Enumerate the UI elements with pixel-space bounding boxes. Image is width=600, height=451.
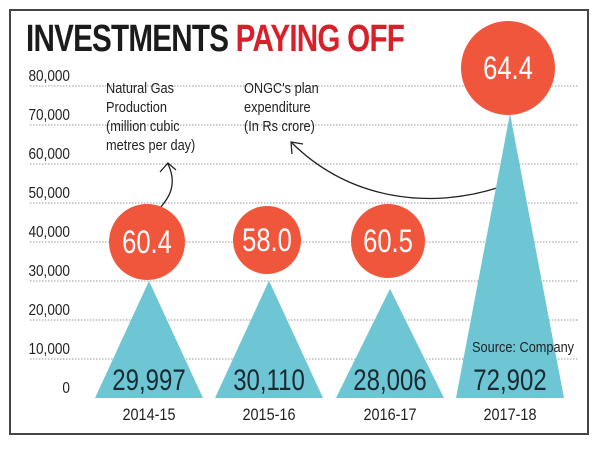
y-tick-label: 10,000 xyxy=(28,341,70,358)
gas-production-circle xyxy=(109,204,185,280)
source-note: Source: Company xyxy=(471,339,574,356)
gas-value-label: 60.4 xyxy=(122,225,172,260)
y-tick-label: 30,000 xyxy=(28,263,70,280)
y-tick-label: 80,000 xyxy=(28,68,70,85)
gas-value-label: 58.0 xyxy=(242,223,292,258)
y-tick-label: 0 xyxy=(62,380,70,397)
gas-value-label: 64.4 xyxy=(483,51,533,86)
x-category-label: 2016-17 xyxy=(364,406,417,424)
x-category-label: 2017-18 xyxy=(484,406,537,424)
y-tick-label: 40,000 xyxy=(28,224,70,241)
expenditure-annotation-line: ONGC's plan xyxy=(244,80,319,97)
arrowhead-icon xyxy=(159,162,177,173)
expenditure-annotation-line: expenditure xyxy=(244,99,311,116)
gas-annotation-line: Production xyxy=(106,99,167,116)
gas-production-circle xyxy=(233,206,301,274)
expenditure-annotation: ONGC's plan expenditure (In Rs crore) xyxy=(244,79,319,136)
y-tick-label: 50,000 xyxy=(28,185,70,202)
title-part-1: INVESTMENTS xyxy=(26,18,229,60)
expenditure-triangle xyxy=(336,288,444,398)
expenditure-triangle xyxy=(95,281,203,398)
expenditure-triangle xyxy=(215,280,323,398)
gas-annotation-line: metres per day) xyxy=(106,137,196,154)
gas-value-label: 60.5 xyxy=(363,224,413,259)
y-tick-label: 70,000 xyxy=(28,107,70,124)
x-category-label: 2014-15 xyxy=(123,406,176,424)
expenditure-value-label: 30,110 xyxy=(233,362,305,396)
chart-title: INVESTMENTS PAYING OFF xyxy=(26,18,405,61)
y-tick-label: 20,000 xyxy=(28,302,70,319)
title-part-2: PAYING OFF xyxy=(235,18,405,60)
gas-production-circle xyxy=(351,204,425,278)
gas-production-circle xyxy=(461,21,555,115)
gas-annotation-line: Natural Gas xyxy=(106,80,175,97)
x-category-label: 2015-16 xyxy=(243,406,296,424)
expenditure-triangle xyxy=(456,113,564,399)
arrow-expenditure xyxy=(291,142,501,200)
expenditure-annotation-line: (In Rs crore) xyxy=(244,118,315,135)
gas-annotation-line: (million cubic xyxy=(106,118,180,135)
expenditure-value-label: 28,006 xyxy=(353,362,426,396)
chart-frame xyxy=(9,9,589,435)
y-tick-label: 60,000 xyxy=(28,146,70,163)
arrowhead-icon xyxy=(290,141,304,155)
expenditure-value-label: 29,997 xyxy=(112,362,185,396)
gas-annotation: Natural Gas Production (million cubic me… xyxy=(106,79,195,155)
expenditure-value-label: 72,902 xyxy=(473,362,546,396)
